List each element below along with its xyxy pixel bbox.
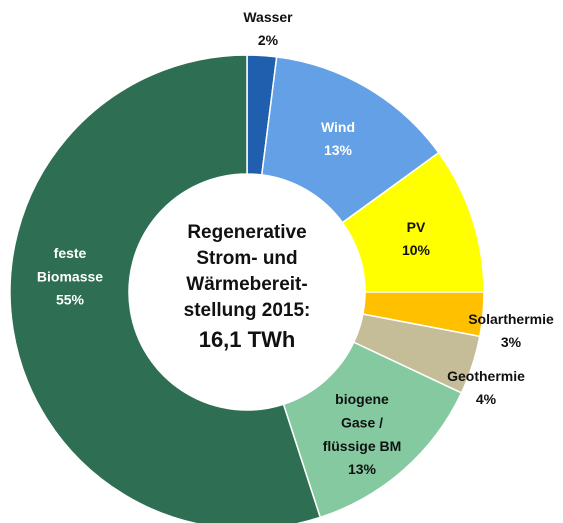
center-text: 16,1 TWh: [199, 327, 296, 352]
slice-label: PV: [407, 219, 426, 235]
slice-label: Solarthermie: [468, 311, 554, 327]
label-line: Solarthermie: [468, 311, 554, 327]
value-label: 3%: [501, 334, 522, 350]
label-line: Biomasse: [37, 268, 103, 284]
center-text: Regenerative: [187, 222, 306, 243]
center-text: Strom- und: [196, 248, 297, 269]
slice-label: Geothermie: [447, 368, 525, 384]
slice-label: feste Biomasse: [37, 245, 103, 285]
label-line: flüssige BM: [323, 438, 402, 454]
value-label: 2%: [258, 32, 279, 48]
value-label: 13%: [348, 461, 377, 477]
slice-label: Wasser: [243, 9, 293, 25]
slice: [9, 54, 322, 523]
label-line: Wind: [321, 119, 355, 135]
slice: [282, 341, 463, 519]
label-line: Geothermie: [447, 368, 525, 384]
label-line: Gase /: [341, 414, 383, 430]
value-label: 10%: [402, 242, 431, 258]
label-line: PV: [407, 219, 426, 235]
slice: [260, 56, 440, 224]
value-label: 13%: [324, 142, 353, 158]
label-line: Wasser: [243, 9, 293, 25]
slice-label: Wind: [321, 119, 355, 135]
value-label: 55%: [56, 292, 85, 308]
value-label: 4%: [476, 391, 497, 407]
center-text: stellung 2015:: [184, 300, 311, 321]
label-line: feste: [54, 245, 87, 261]
label-line: biogene: [335, 391, 389, 407]
slice-label: biogene Gase / flüssige BM: [323, 391, 402, 454]
center-text: Wärmebereit-: [186, 274, 307, 295]
